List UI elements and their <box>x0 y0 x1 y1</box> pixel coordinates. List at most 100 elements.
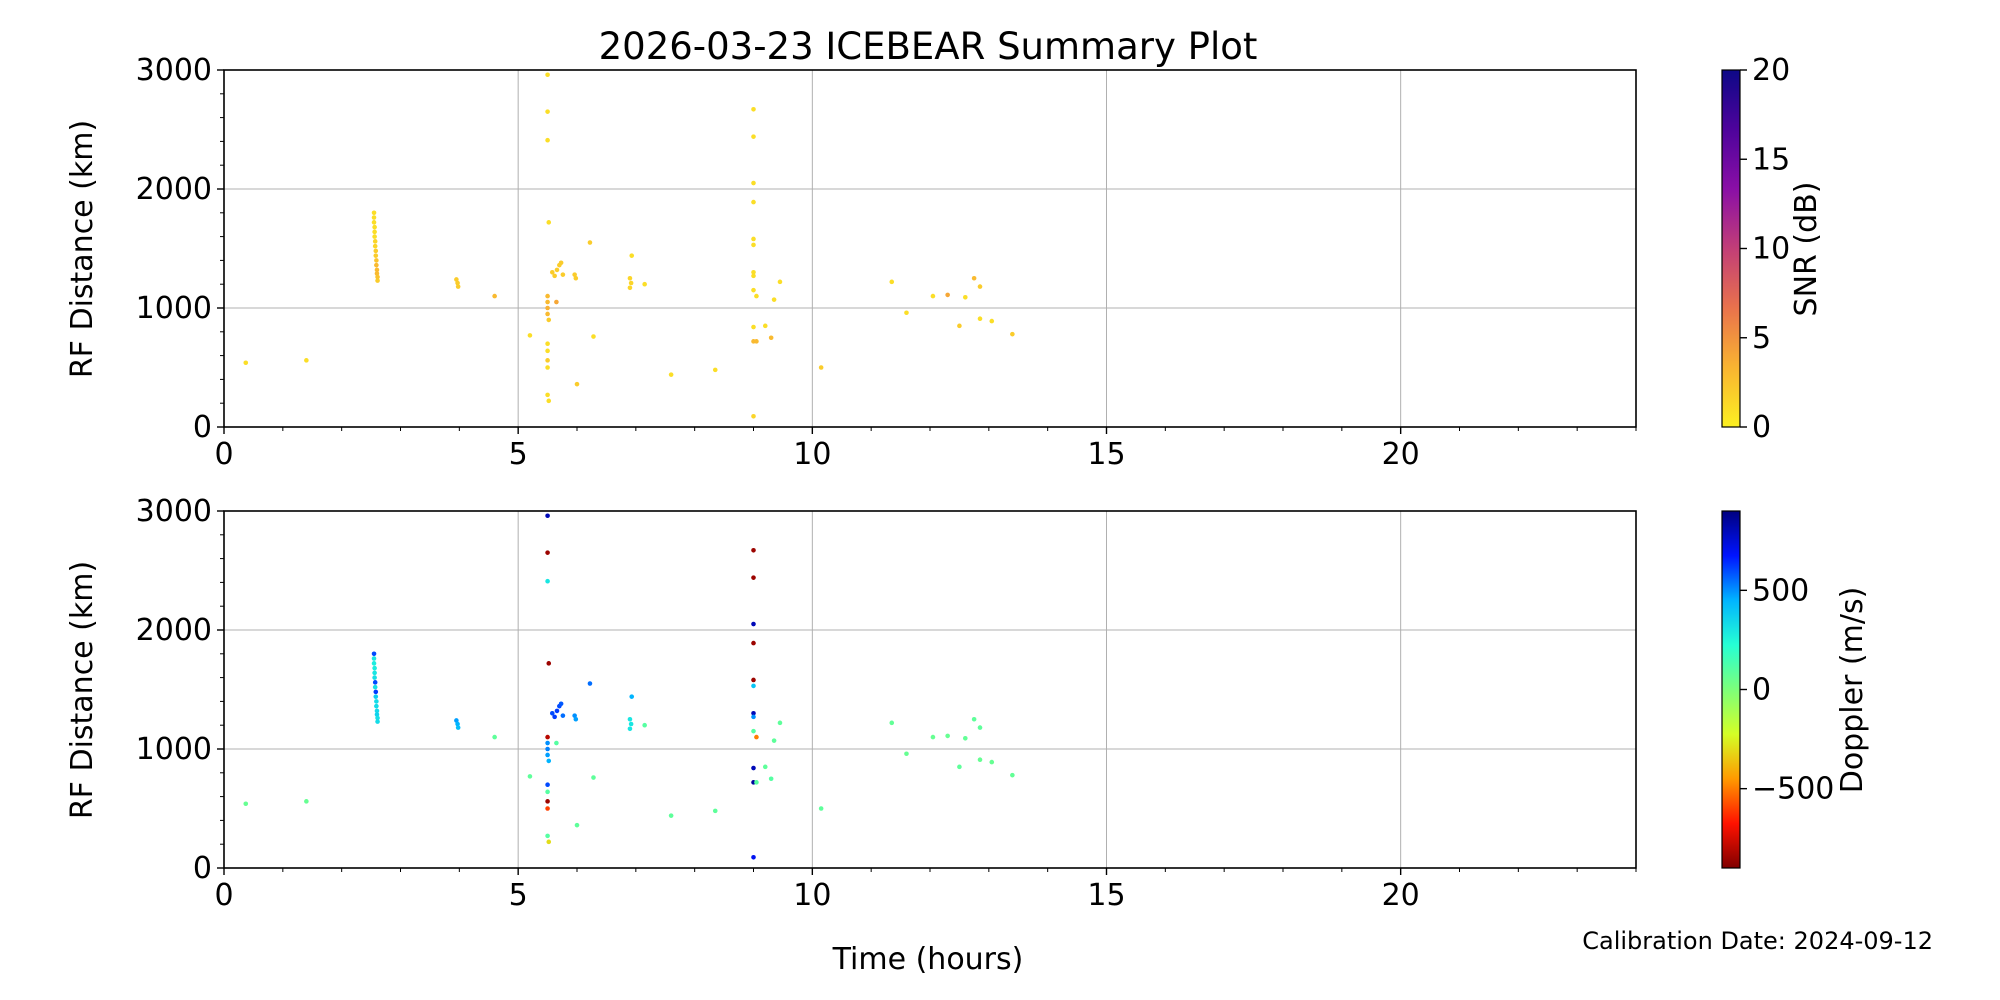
data-point <box>545 109 550 114</box>
colorbar-tick-label: 5 <box>1752 321 1771 356</box>
data-point <box>904 751 909 757</box>
snr-panel-points <box>243 72 1015 419</box>
data-point <box>971 716 977 722</box>
data-point <box>1010 772 1015 778</box>
data-point <box>554 708 560 714</box>
data-point <box>963 294 968 300</box>
data-point <box>754 293 759 299</box>
data-point <box>372 224 377 230</box>
x-tick-label: 20 <box>1382 878 1420 913</box>
data-point <box>549 270 555 275</box>
data-point <box>545 293 550 299</box>
data-point <box>545 305 550 311</box>
data-point <box>627 285 633 291</box>
data-point <box>552 714 557 720</box>
data-point <box>455 280 460 286</box>
data-point <box>574 381 580 387</box>
data-point <box>492 293 497 299</box>
data-point <box>545 513 550 519</box>
data-point <box>549 711 555 716</box>
data-point <box>545 392 550 398</box>
snr-panel-ylabel: RF Distance (km) <box>65 120 100 378</box>
x-tick-label: 10 <box>793 878 831 913</box>
data-point <box>375 274 380 280</box>
data-point <box>957 764 962 770</box>
y-tick-label: 2000 <box>136 172 212 207</box>
data-point <box>545 137 550 143</box>
data-point <box>627 275 633 281</box>
data-point <box>889 720 895 726</box>
x-tick-label: 10 <box>793 437 831 472</box>
data-point <box>545 72 550 78</box>
colorbar-tick-label: −500 <box>1752 772 1834 807</box>
data-point <box>374 267 380 273</box>
colorbar-tick-label: 10 <box>1752 232 1790 267</box>
data-point <box>545 734 550 740</box>
data-point <box>668 813 674 818</box>
data-point <box>372 670 377 676</box>
data-point <box>546 317 552 323</box>
data-point <box>591 775 596 780</box>
data-point <box>751 199 756 205</box>
data-point <box>771 738 777 743</box>
data-point <box>455 284 461 289</box>
data-point <box>243 801 249 807</box>
data-point <box>930 734 936 740</box>
data-point <box>546 398 552 404</box>
data-point <box>754 339 759 344</box>
snr-colorbar-gradient <box>1721 69 1741 428</box>
data-point <box>751 134 756 139</box>
data-point <box>455 725 461 730</box>
calibration-date: Calibration Date: 2024-09-12 <box>1582 927 1933 955</box>
data-point <box>374 258 379 263</box>
data-point <box>977 757 983 763</box>
data-point <box>560 272 566 277</box>
data-point <box>374 712 380 717</box>
data-point <box>371 656 377 661</box>
snr-panel: 0 5 10 15 20 0 1000 2000 3000 RF Distance (km) 0… <box>65 53 1824 472</box>
data-point <box>545 806 550 811</box>
data-point <box>372 675 377 680</box>
doppler-panel-points <box>243 513 1015 860</box>
data-point <box>545 578 550 584</box>
doppler-colorbar-ticks: −500 0 500 <box>1740 573 1834 807</box>
data-point <box>818 365 824 370</box>
snr-panel-frame <box>223 69 1637 428</box>
data-point <box>573 716 579 722</box>
data-point <box>371 215 377 220</box>
x-tick-label: 20 <box>1382 437 1420 472</box>
data-point <box>545 358 550 363</box>
data-point <box>545 789 550 795</box>
data-point <box>374 703 379 709</box>
data-point <box>371 220 377 225</box>
data-point <box>889 279 895 285</box>
data-point <box>751 683 756 689</box>
data-point <box>762 323 768 329</box>
data-point <box>751 270 756 275</box>
doppler-panel: 0 5 10 15 20 0 1000 2000 3000 RF Distance (km) −… <box>65 494 1870 913</box>
data-point <box>642 281 647 287</box>
data-point <box>372 665 377 671</box>
doppler-colorbar: −500 0 500 Doppler (m/s) <box>1721 510 1870 869</box>
data-point <box>751 677 756 683</box>
data-point <box>751 273 756 279</box>
colorbar-tick-label: 15 <box>1752 142 1790 177</box>
data-point <box>546 839 552 845</box>
y-tick-label: 3000 <box>136 494 212 529</box>
data-point <box>712 808 718 814</box>
y-tick-label: 1000 <box>136 732 212 767</box>
x-tick-label: 0 <box>214 878 233 913</box>
data-point <box>455 721 460 727</box>
data-point <box>560 713 566 718</box>
data-point <box>751 324 756 330</box>
snr-panel-ticks: 0 5 10 15 20 0 1000 2000 3000 <box>136 53 1637 472</box>
data-point <box>762 764 768 770</box>
data-point <box>572 272 577 277</box>
data-point <box>558 701 564 707</box>
data-point <box>751 287 756 293</box>
data-point <box>304 799 309 804</box>
data-point <box>546 661 552 666</box>
data-point <box>554 299 559 305</box>
data-point <box>751 765 756 771</box>
